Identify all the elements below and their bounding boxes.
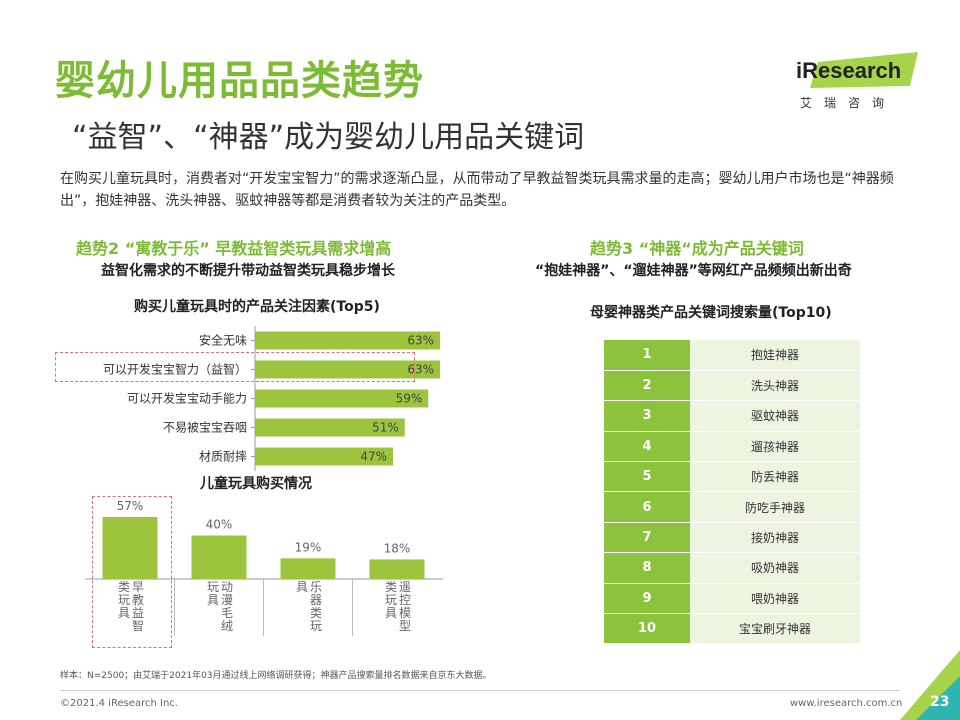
right-section-subtitle: “抱娃神器”、“遛娃神器”等网红产品频频出新出奇 <box>535 263 852 279</box>
ranking-row: 8 吸奶神器 <box>604 552 860 584</box>
ranking-number: 6 <box>604 491 690 523</box>
vbar-category-label: 遥控模型 <box>399 580 411 633</box>
vbar-bar <box>191 535 247 579</box>
page-subtitle: “益智”、“神器”成为婴幼儿用品关键词 <box>72 120 585 155</box>
vbar-value-label: 40% <box>206 517 233 531</box>
copyright-text: ©2021.4 iResearch Inc. <box>60 698 178 709</box>
ranking-number: 5 <box>604 461 690 493</box>
description-paragraph: 在购买儿童玩具时，消费者对“开发宝宝智力”的需求逐渐凸显，从而带动了早教益智类玩… <box>60 171 894 209</box>
vbar-value-label: 18% <box>384 541 411 555</box>
hbar-bar <box>255 331 440 350</box>
hbar-bar <box>255 389 429 408</box>
vbar-category-label: 玩具 <box>207 580 219 607</box>
ranking-number: 8 <box>604 552 690 584</box>
ranking-number: 10 <box>604 613 690 645</box>
vbar-bar <box>369 559 425 579</box>
left-section-title: 趋势2 “寓教于乐” 早教益智类玩具需求增高 <box>76 239 392 258</box>
ranking-row: 1 抱娃神器 <box>604 340 860 371</box>
vbar-category-label: 早教益智 <box>132 580 144 633</box>
hbar-category-label: 可以开发宝宝动手能力 <box>127 391 247 406</box>
ranking-row: 6 防吃手神器 <box>604 491 860 523</box>
ranking-number: 7 <box>604 522 690 554</box>
source-note: 样本：N=2500；由艾瑞于2021年03月通过线上网络调研获得；神器产品搜索量… <box>60 671 492 681</box>
ranking-row: 4 遛孩神器 <box>604 431 860 463</box>
hbar-value-label: 63% <box>407 363 434 377</box>
ranking-row: 5 防丢神器 <box>604 461 860 493</box>
page-number: 23 <box>930 694 950 710</box>
vbar-category-label: 具 <box>296 580 308 594</box>
hbar-chart: 安全无味 63% 可以开发宝宝智力（益智） 63% 可以开发宝宝动手能力 59% 不易被宝宝… <box>60 326 440 471</box>
ranking-table: 1 抱娃神器 2 洗头神器 3 驱蚊神器 4 遛孩神器 5 防丢神器 6 防吃手神器 7 接奶神器 8 吸奶神… <box>604 340 860 645</box>
ranking-keyword: 驱蚊神器 <box>690 400 860 432</box>
logo-wordmark: iResearch <box>796 58 902 83</box>
vbar-category-label: 类玩具 <box>385 580 397 620</box>
ranking-keyword: 吸奶神器 <box>690 552 860 584</box>
hbar-category-label: 材质耐摔 <box>199 450 247 464</box>
hbar-category-label: 可以开发宝宝智力（益智） <box>103 362 247 377</box>
ranking-keyword: 防丢神器 <box>690 461 860 493</box>
hbar-chart-title: 购买儿童玩具时的产品关注因素(Top5) <box>134 299 380 315</box>
hbar-category-label: 安全无味 <box>199 333 247 348</box>
ranking-keyword: 遛孩神器 <box>690 431 860 463</box>
right-section-title: 趋势3 “神器“成为产品关键词 <box>590 239 804 258</box>
hbar-bar <box>255 418 405 437</box>
ranking-keyword: 防吃手神器 <box>690 491 860 523</box>
logo-green-shape-icon <box>810 52 918 88</box>
vbar-bar <box>280 558 336 579</box>
ranking-row: 3 驱蚊神器 <box>604 400 860 432</box>
ranking-number: 4 <box>604 431 690 463</box>
hbar-value-label: 47% <box>360 450 387 464</box>
ranking-keyword: 抱娃神器 <box>690 340 860 371</box>
ranking-keyword: 喂奶神器 <box>690 583 860 615</box>
vbar-highlight-box <box>92 496 172 648</box>
vbar-chart: 57% 类玩具 早教益智 40% 玩具 动漫毛绒 19% 具乐器类玩 18% 类玩具 遥控模型 <box>85 496 445 646</box>
ranking-number: 9 <box>604 583 690 615</box>
ranking-number: 1 <box>604 340 690 371</box>
ranking-number: 2 <box>604 370 690 402</box>
ranking-keyword: 洗头神器 <box>690 370 860 402</box>
vbar-value-label: 19% <box>295 540 322 554</box>
ranking-table-title: 母婴神器类产品关键词搜索量(Top10) <box>590 305 832 321</box>
hbar-value-label: 63% <box>407 334 434 348</box>
hbar-highlight-box <box>55 352 415 382</box>
ranking-number: 3 <box>604 400 690 432</box>
hbar-value-label: 59% <box>396 392 423 406</box>
left-section-subtitle: 益智化需求的不断提升带动益智类玩具稳步增长 <box>101 263 395 279</box>
ranking-row: 7 接奶神器 <box>604 522 860 554</box>
logo-cn-text: 艾瑞咨询 <box>800 96 897 110</box>
hbar-bar <box>255 360 440 379</box>
ranking-keyword: 宝宝刷牙神器 <box>690 613 860 645</box>
iresearch-logo: iResearch 艾瑞咨询 <box>792 52 922 112</box>
vbar-chart-title: 儿童玩具购买情况 <box>200 476 312 492</box>
ranking-keyword: 接奶神器 <box>690 522 860 554</box>
website-text: www.iresearch.com.cn <box>790 698 903 709</box>
ranking-row: 10 宝宝刷牙神器 <box>604 613 860 645</box>
vbar-category-label: 动漫毛绒 <box>221 580 233 633</box>
vbar-bar <box>102 517 158 579</box>
footer-divider <box>60 690 900 691</box>
hbar-category-label: 不易被宝宝吞咽 <box>163 421 247 435</box>
hbar-bar <box>255 447 394 466</box>
hbar-value-label: 51% <box>372 421 399 435</box>
ranking-row: 9 喂奶神器 <box>604 583 860 615</box>
vbar-category-label: 乐器类玩 <box>310 580 322 633</box>
vbar-category-label: 类玩具 <box>118 580 130 620</box>
page-title: 婴幼儿用品品类趋势 <box>55 58 424 104</box>
vbar-value-label: 57% <box>117 499 144 513</box>
ranking-row: 2 洗头神器 <box>604 370 860 402</box>
